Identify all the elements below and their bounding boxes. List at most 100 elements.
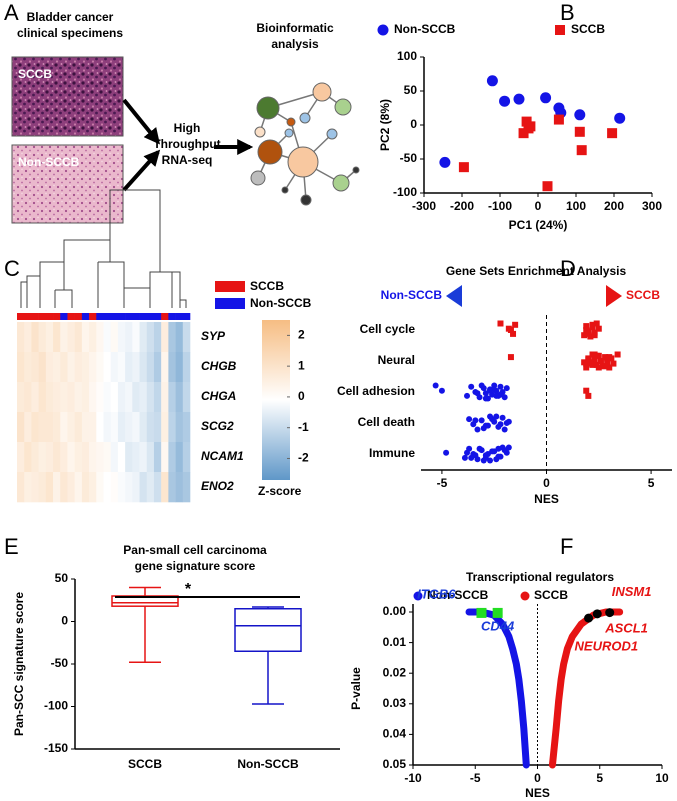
heatmap-cell [96, 412, 104, 443]
heatmap-cell [24, 352, 32, 383]
image-label: SCCB [18, 67, 52, 81]
network-nodes [250, 82, 360, 206]
highlight-point [584, 613, 594, 623]
heatmap-cell [117, 472, 126, 503]
point [591, 332, 598, 339]
gene-label: NCAM1 [201, 449, 244, 463]
category-label: Neural [378, 353, 415, 367]
heatmap-cell [175, 472, 184, 503]
point [595, 325, 602, 332]
heatmap-cell [110, 382, 119, 413]
column-group-bar [96, 313, 104, 320]
point [574, 109, 586, 121]
heatmap-cell [103, 442, 112, 473]
heatmap-cell [24, 472, 32, 503]
point [591, 351, 598, 358]
chart-title: gene signature score [135, 559, 256, 573]
heatmap-cell [81, 412, 90, 443]
column-group-bar [17, 313, 25, 320]
heatmap-cell [125, 352, 133, 383]
heatmap-cell [17, 352, 25, 383]
heatmap-cell [168, 472, 176, 503]
heatmap-cell [182, 472, 191, 503]
point [604, 355, 611, 362]
heatmap-cell [110, 322, 119, 353]
x-tick-label: -100 [488, 199, 512, 213]
legend-marker [555, 25, 565, 35]
heatmap-cell [182, 382, 191, 413]
point [499, 95, 511, 107]
heatmap-cell [153, 352, 162, 383]
legend-label: SCCB [571, 22, 605, 36]
x-tick-label: Non-SCCB [237, 757, 299, 771]
colorbar-tick-label: 2 [298, 328, 305, 342]
heatmap-cell [17, 382, 25, 413]
heatmap-cell [168, 382, 176, 413]
heatmap-cell [60, 442, 68, 473]
heatmap-cell [24, 322, 32, 353]
heatmap-cell [110, 352, 119, 383]
specimen-title: Bladder cancer [27, 10, 114, 24]
column-group-bar [161, 313, 169, 320]
point [474, 426, 481, 433]
point [487, 387, 494, 394]
point [484, 422, 491, 429]
dendrogram [20, 189, 187, 308]
point [478, 382, 485, 389]
heatmap-cell [45, 352, 54, 383]
point [443, 449, 450, 456]
heatmap-cell [153, 412, 162, 443]
heatmap-cell [139, 412, 148, 443]
category-label: Cell adhesion [337, 384, 415, 398]
heatmap-cell [103, 472, 112, 503]
column-group-bar [24, 313, 32, 320]
heatmap-cell [67, 322, 75, 353]
legend-marker [520, 591, 530, 601]
colorbar-tick-label: -2 [298, 451, 309, 465]
heatmap-cell [24, 382, 32, 413]
colorbar [262, 320, 290, 480]
heatmap-cell [103, 412, 112, 443]
heatmap-cell [175, 412, 184, 443]
heatmap-cell [175, 352, 184, 383]
point [499, 414, 506, 421]
heatmap-cell [53, 412, 61, 443]
heatmap-cell [168, 412, 176, 443]
heatmap-cell [31, 322, 39, 353]
y-tick-label: -50 [51, 656, 69, 670]
significance-label: * [185, 581, 192, 598]
panel-a: A Bladder cancer clinical specimens SCCB… [4, 0, 360, 224]
chart-title: Transcriptional regulators [466, 570, 614, 584]
point [466, 416, 473, 423]
heatmap-cell [125, 442, 133, 473]
heatmap-cell [96, 352, 104, 383]
curve [465, 608, 530, 769]
heatmap-cell [175, 382, 184, 413]
point [610, 360, 617, 367]
arrow-head [606, 285, 622, 307]
highlight-point [476, 607, 487, 618]
x-tick-label: 200 [604, 199, 624, 213]
point [497, 320, 504, 327]
heatmap-cell [146, 412, 155, 443]
y-tick-label: 0 [61, 614, 68, 628]
heatmap-cell [110, 412, 119, 443]
point [501, 426, 508, 433]
process-text: High [174, 121, 201, 135]
heatmap-cell [132, 382, 140, 413]
y-tick-label: 0.04 [383, 727, 407, 741]
column-group-bar [38, 313, 47, 320]
heatmap-cell [17, 472, 25, 503]
heatmap-cell [117, 322, 126, 353]
highlight-point [605, 608, 615, 618]
heatmap-cell [38, 322, 47, 353]
heatmap-cell [117, 382, 126, 413]
y-tick-label: 100 [397, 49, 417, 63]
heatmap-cell [17, 322, 25, 353]
column-group-bar [81, 313, 90, 320]
column-group-bar [110, 313, 119, 320]
heatmap-cell [153, 382, 162, 413]
column-group-bar [53, 313, 61, 320]
column-group-bar [132, 313, 140, 320]
category-label: Immune [369, 446, 415, 460]
